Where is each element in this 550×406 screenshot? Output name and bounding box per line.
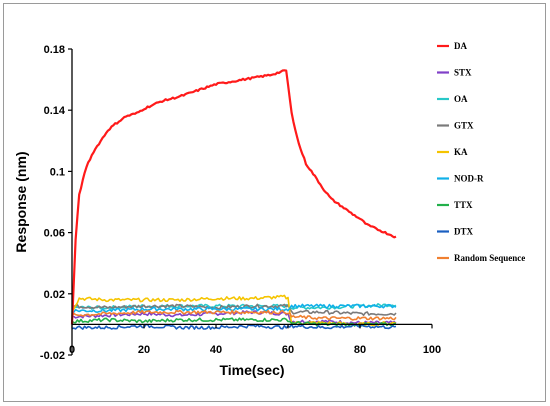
x-tick-label: 60 [282, 344, 294, 356]
legend-label: KA [454, 147, 468, 157]
y-tick-label: 0.1 [50, 166, 65, 178]
y-axis-title: Response (nm) [13, 151, 29, 252]
plot-area [70, 69, 397, 330]
chart-frame [3, 3, 546, 402]
legend-label: STX [454, 68, 472, 78]
axes [71, 49, 432, 355]
series-line-nod-r [71, 303, 397, 314]
legend-label: GTX [454, 121, 474, 131]
y-tick-label: -0.02 [40, 350, 65, 362]
legend-label: TTX [454, 200, 473, 210]
x-tick-label: 0 [69, 344, 75, 356]
y-tick-label: 0.14 [44, 105, 66, 117]
y-tick-label: 0.18 [44, 44, 65, 56]
legend-label: NOD-R [454, 174, 484, 184]
ticks: -0.02 0.02 0.06 0.1 0.14 0.18 0 20 40 60 80 100 [40, 44, 441, 362]
x-tick-label: 20 [138, 344, 150, 356]
legend-label: DA [454, 41, 467, 51]
legend-label: DTX [454, 227, 474, 237]
series-line-oa [71, 302, 397, 310]
x-tick-label: 40 [210, 344, 222, 356]
x-tick-label: 100 [423, 344, 441, 356]
x-tick-label: 80 [354, 344, 366, 356]
series-line-random-sequence [71, 309, 397, 321]
legend-label: Random Sequence [454, 253, 525, 263]
legend-label: OA [454, 94, 468, 104]
series-line-dtx [71, 323, 397, 330]
series-line-da [70, 69, 397, 325]
legend: DA STX OA GTX KA NOD-R TTX DTX Random Sequence [437, 41, 525, 263]
series-line-gtx [71, 303, 397, 317]
x-axis-title: Time(sec) [219, 362, 284, 378]
y-tick-label: 0.02 [44, 289, 65, 301]
y-tick-label: 0.06 [44, 228, 65, 240]
